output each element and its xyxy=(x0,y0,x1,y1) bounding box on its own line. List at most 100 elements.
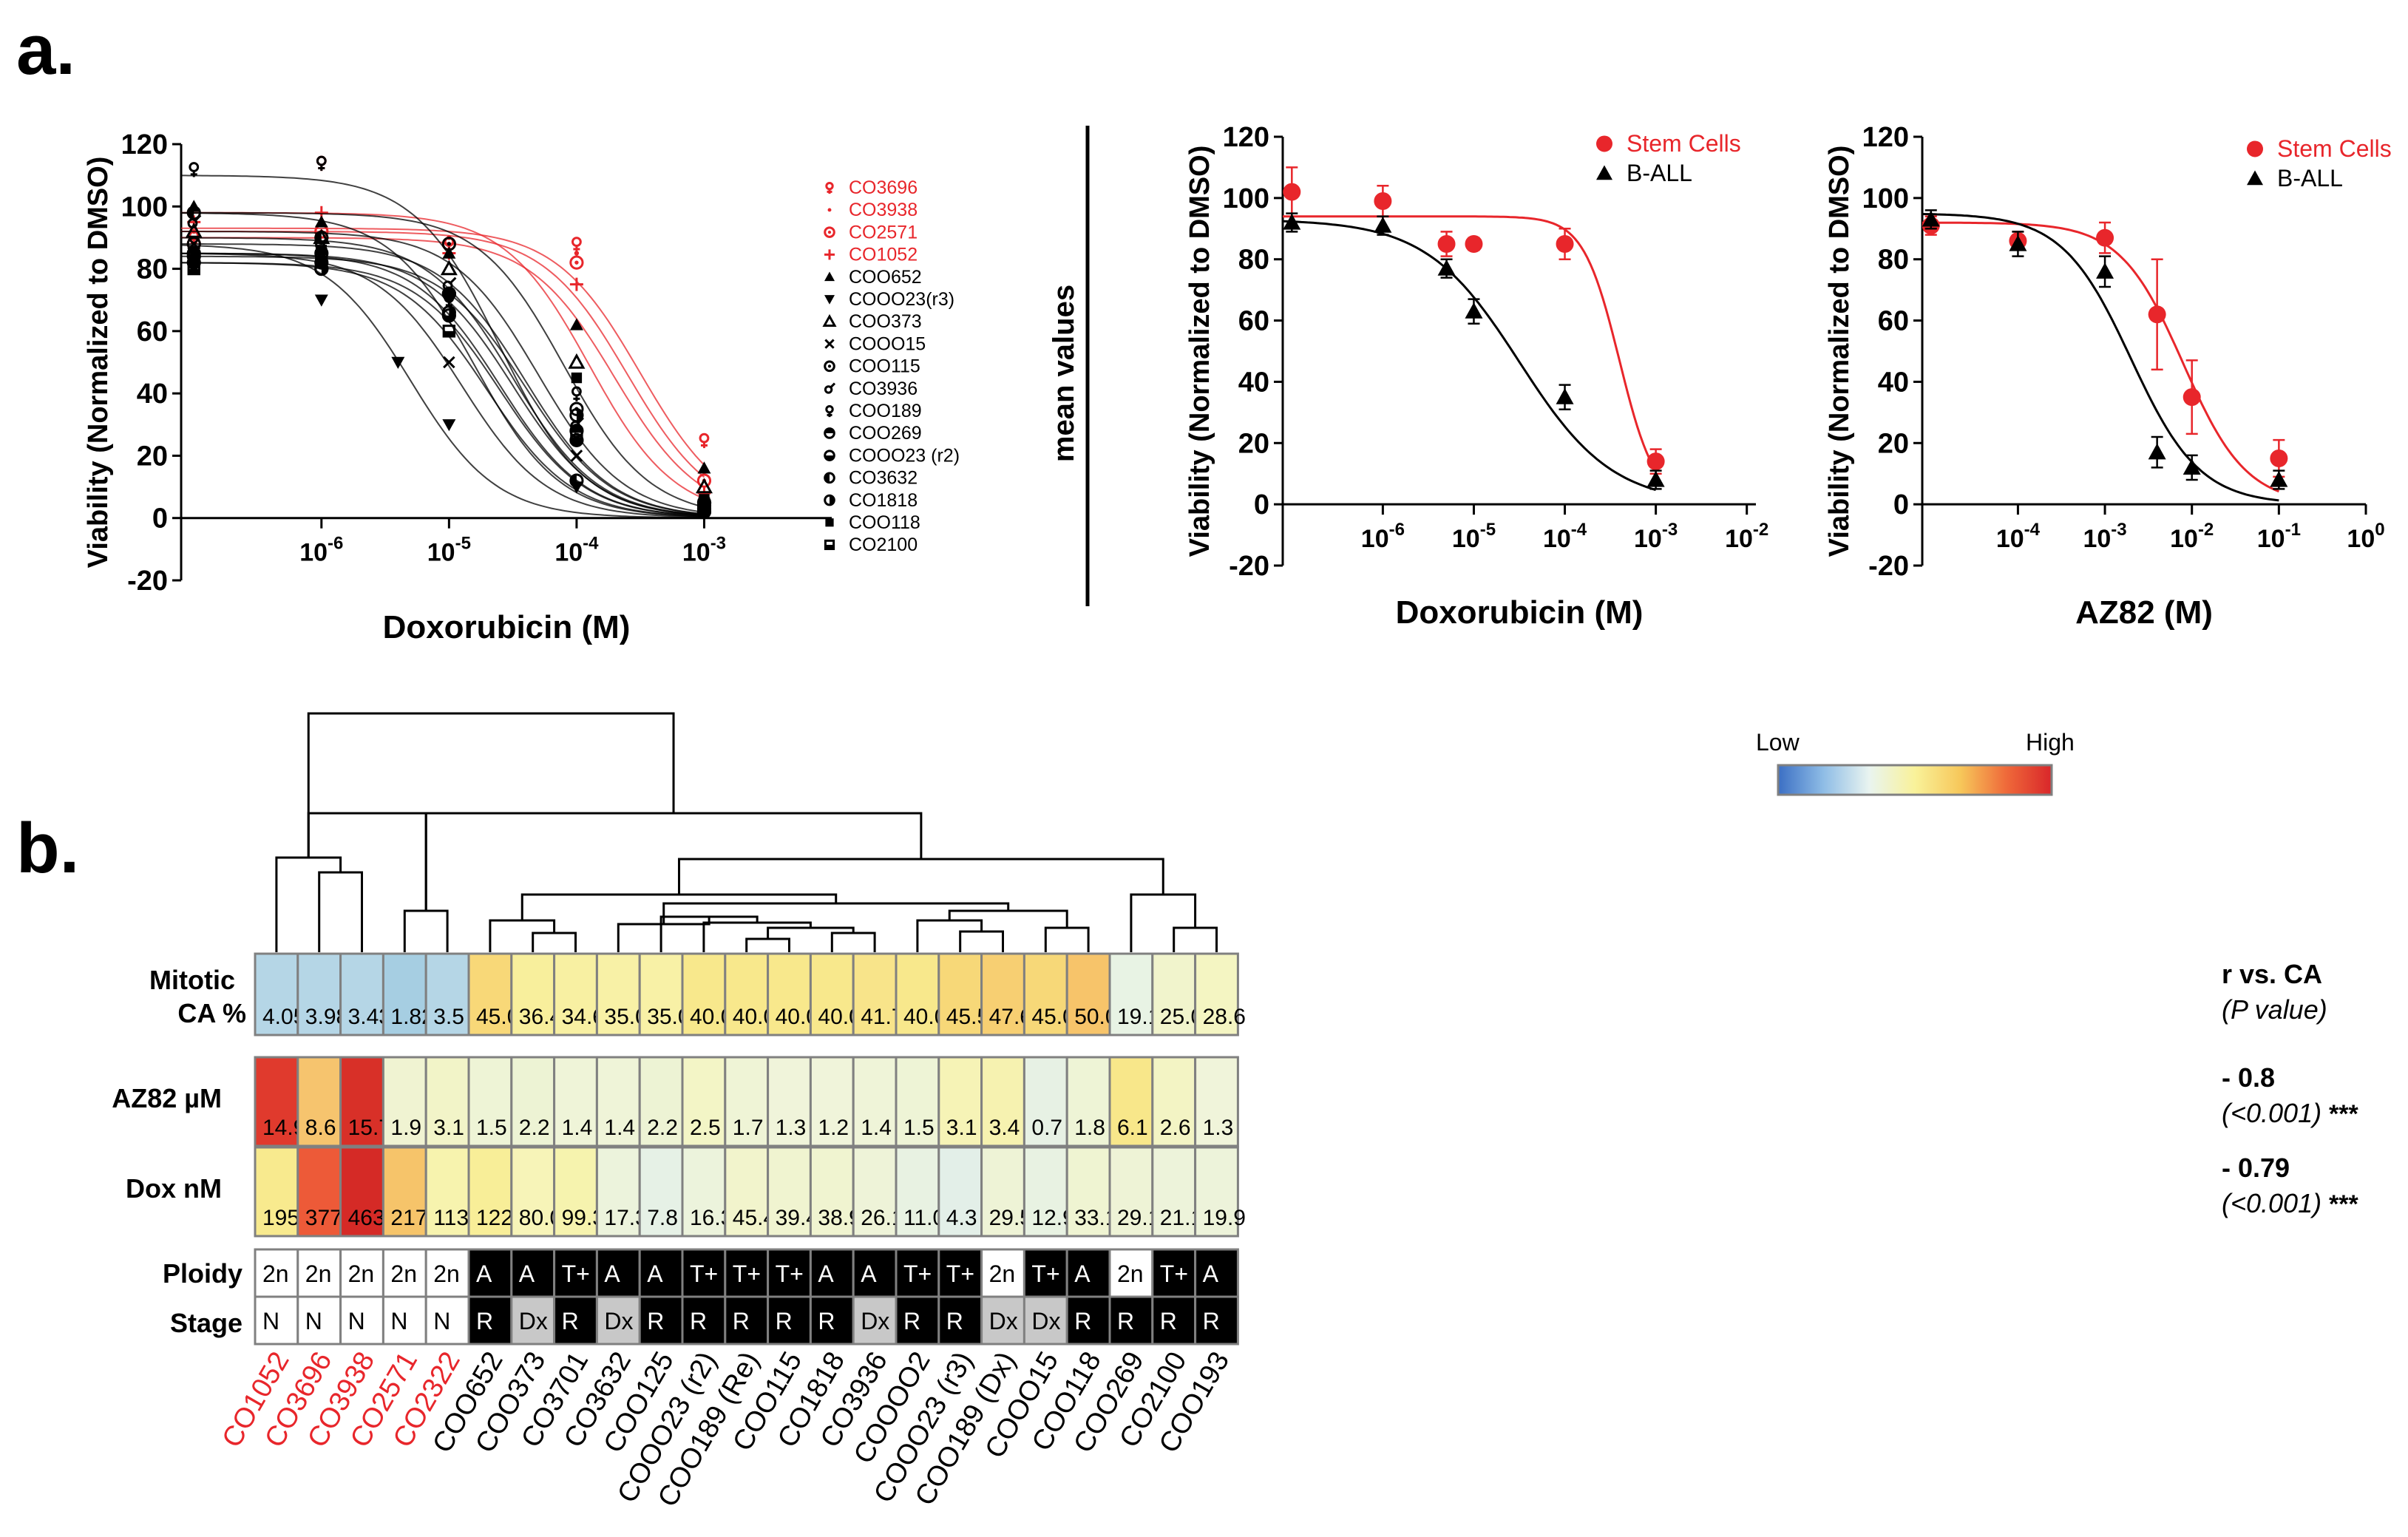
data-point-B-ALL xyxy=(2270,471,2288,487)
data-point-Stem Cells xyxy=(1556,235,1574,253)
heatmap-value-az82: 1.4 xyxy=(604,1116,635,1140)
data-point-COOO23(r3) xyxy=(314,294,328,307)
ploidy-value: T+ xyxy=(562,1261,590,1287)
ploidy-cell xyxy=(339,1248,384,1298)
stage-cell xyxy=(296,1295,342,1346)
heatmap-cell-az82 xyxy=(852,1056,898,1147)
legend-marker-CO3632 xyxy=(824,472,835,484)
y-tick-label: 0 xyxy=(1893,489,1909,520)
y-axis-title: Viability (Normalized to DMSO) xyxy=(1184,146,1215,557)
data-point-COO373 xyxy=(185,222,203,238)
ploidy-cell xyxy=(381,1248,427,1298)
data-point-COOO15 xyxy=(443,356,455,369)
ploidy-value: T+ xyxy=(1031,1261,1059,1287)
color-scale-legend: Low High xyxy=(1756,729,2075,796)
heatmap-cell-az82 xyxy=(809,1056,855,1147)
data-point-Stem Cells xyxy=(1646,452,1665,471)
color-scale-high: High xyxy=(2026,729,2075,756)
legend-label-CO3696: CO3696 xyxy=(849,177,918,198)
stage-value: N xyxy=(348,1308,365,1334)
heatmap-cell-dox xyxy=(381,1146,427,1238)
legend-label-CO2571: CO2571 xyxy=(849,222,918,242)
data-point-CO3938 xyxy=(574,251,580,256)
heatmap-value-az82: 1.9 xyxy=(390,1116,421,1140)
legend-label-COOO23 (r2): COOO23 (r2) xyxy=(849,445,960,466)
heatmap-value-az82: 1.5 xyxy=(903,1116,935,1140)
stage-value: Dx xyxy=(1031,1308,1060,1334)
data-point-B-ALL xyxy=(1922,210,1940,227)
x-tick-label: 10-2 xyxy=(2170,520,2214,553)
y-tick-label: 60 xyxy=(1878,306,1909,337)
y-tick-label: 40 xyxy=(137,379,168,410)
dendrogram-link xyxy=(489,919,556,952)
heatmap-cell-az82 xyxy=(1151,1056,1197,1147)
heatmap-value-az82: 1.7 xyxy=(733,1116,764,1140)
heatmap-cell-ca xyxy=(339,952,384,1036)
legend-label-COO373: COO373 xyxy=(849,311,922,332)
fit-curve-COOO23 (r2) xyxy=(181,262,705,518)
ploidy-value: T+ xyxy=(1160,1261,1188,1287)
heatmap-cell-dox xyxy=(254,1146,299,1238)
fit-curve-Stem Cells xyxy=(1922,221,2279,493)
chart-c-mean-az82: -20 0 20 40 60 80 100 120 10-4 10-3 10-2 10-1 100 AZ8… xyxy=(1824,122,2392,631)
stage-value: R xyxy=(1203,1308,1220,1334)
stage-value: R xyxy=(647,1308,664,1334)
fit-curve-CO2100 xyxy=(180,262,705,517)
stage-cell xyxy=(381,1295,427,1346)
heatmap-cell-az82 xyxy=(1065,1056,1111,1147)
data-point-Stem Cells xyxy=(1465,235,1483,253)
legend-label-COOO15: COOO15 xyxy=(849,333,926,354)
legend-label-CO3936: CO3936 xyxy=(849,379,918,399)
data-point-COOO23(r3) xyxy=(442,419,456,432)
ploidy-cell xyxy=(638,1248,684,1298)
y-tick-label: -20 xyxy=(1868,551,1909,582)
stage-value: N xyxy=(262,1308,279,1334)
heatmap-cell-az82 xyxy=(937,1056,983,1147)
heatmap-value-az82: 1.3 xyxy=(776,1116,807,1140)
legend-label-CO1052: CO1052 xyxy=(849,245,918,265)
heatmap-cell-ca xyxy=(595,952,641,1036)
y-tick-label: 20 xyxy=(1238,428,1269,459)
legend-marker-Stem Cells xyxy=(1596,135,1612,152)
y-tick-label: 120 xyxy=(1862,122,1909,153)
legend-label-CO3938: CO3938 xyxy=(849,200,918,220)
heatmap-value-dox: 113 xyxy=(433,1206,469,1230)
heatmap-cell-az82 xyxy=(553,1056,598,1147)
data-point-B-ALL xyxy=(1465,302,1483,319)
dendrogram-link xyxy=(959,930,1004,952)
data-point-B-ALL xyxy=(1646,471,1665,487)
ploidy-value: 2n xyxy=(305,1261,332,1287)
heatmap-cell-az82 xyxy=(724,1056,770,1147)
fit-curve-B-ALL xyxy=(1922,213,2279,502)
dendrogram-link xyxy=(307,812,427,911)
row-label-ca: CA % xyxy=(177,998,246,1028)
ploidy-cell xyxy=(852,1248,898,1298)
data-point-COO189 xyxy=(189,162,200,177)
legend-marker-COO269 xyxy=(824,427,835,439)
y-tick-label: 80 xyxy=(1878,245,1909,276)
heatmap-cell-az82 xyxy=(1194,1056,1239,1147)
fit-curve-COOO15 xyxy=(181,253,705,518)
legend-marker-CO1052 xyxy=(824,249,835,260)
stage-value: R xyxy=(776,1308,793,1334)
y-tick-label: -20 xyxy=(127,566,168,597)
heatmap-cell-ca xyxy=(467,952,513,1036)
heatmap-cell-ca xyxy=(1108,952,1154,1036)
heatmap-value-az82: 1.4 xyxy=(562,1116,593,1140)
heatmap-cell-dox xyxy=(467,1146,513,1238)
heatmap-cell-dox xyxy=(1151,1146,1197,1238)
legend-label-COO189: COO189 xyxy=(849,401,922,421)
ploidy-value: A xyxy=(647,1261,663,1287)
ploidy-stage-grid: 2nN2nN2nN2nN2nNARADxT+RADxART+RT+RT+RARA… xyxy=(163,1248,1239,1346)
heatmap-cell-ca xyxy=(510,952,556,1036)
x-axis-title: Doxorubicin (M) xyxy=(1396,594,1644,631)
y-axis-title: Viability (Normalized to DMSO) xyxy=(83,157,114,569)
fit-curve-CO3936 xyxy=(181,237,705,516)
y-tick-label: 0 xyxy=(152,503,168,535)
ploidy-value: T+ xyxy=(903,1261,932,1287)
stage-value: Dx xyxy=(604,1308,633,1334)
ploidy-value: 2n xyxy=(989,1261,1016,1287)
heatmap-cell-dox xyxy=(553,1146,598,1238)
fit-curve-B-ALL xyxy=(1282,220,1657,492)
